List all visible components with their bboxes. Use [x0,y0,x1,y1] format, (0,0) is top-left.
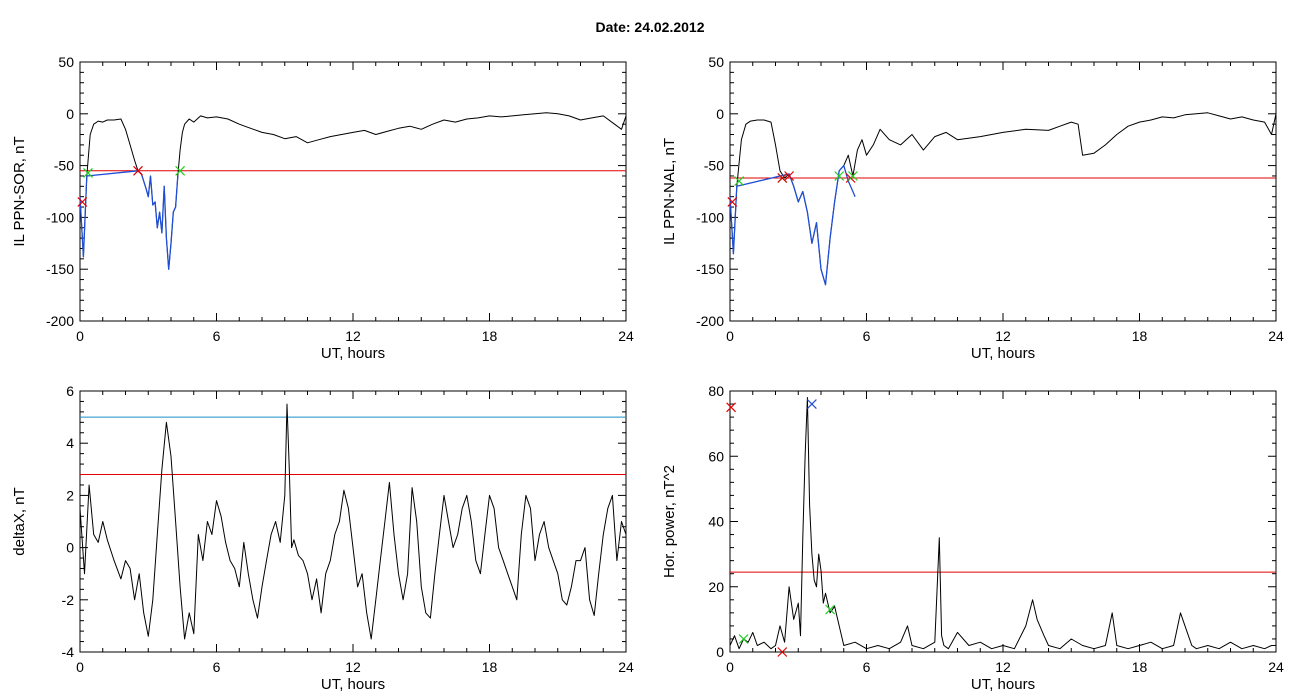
x-tick-label: 24 [1268,659,1284,675]
y-tick-label: -4 [62,644,75,660]
x-tick-label: 24 [618,659,634,675]
event-marker-stroke [834,171,845,181]
event-marker-stroke [738,634,749,644]
event-marker [83,167,93,178]
plot-frame [729,61,1277,322]
event-marker [727,196,738,207]
x-tick-label: 12 [995,328,1011,344]
y-tick-label: 0 [716,644,724,660]
event-marker-stroke [727,196,738,207]
y-tick-label: -2 [62,592,75,608]
x-tick-label: 12 [995,659,1011,675]
x-tick-label: 24 [618,328,634,344]
event-marker-stroke [777,173,788,183]
y-tick-label: 80 [708,383,724,399]
event-marker-stroke [83,167,93,178]
y-tick-label: 20 [708,579,724,595]
x-tick-label: 24 [1268,328,1284,344]
event-marker [847,171,858,181]
series-line-blue [79,170,179,270]
x-axis-label: UT, hours [971,676,1035,693]
event-marker-stroke [777,647,788,657]
x-axis-label: UT, hours [321,345,385,362]
x-tick-label: 0 [76,328,84,344]
y-tick-label: -200 [696,313,724,329]
event-marker [784,171,795,181]
y-tick-label: 6 [66,383,74,399]
event-marker-stroke [133,165,143,176]
event-marker [777,173,788,183]
x-tick-label: 0 [726,328,734,344]
y-tick-label: -200 [46,313,74,329]
event-marker [738,634,749,644]
event-marker [734,176,745,187]
event-marker [726,402,737,413]
series-line-black [79,403,627,640]
y-axis-label: IL PPN-NAL, nT [661,138,678,245]
y-axis-label: Hor. power, nT^2 [661,465,678,578]
y-tick-label: -50 [704,158,724,174]
event-marker-stroke [806,399,817,410]
series-line-black [729,397,1276,650]
event-marker-stroke [847,171,858,181]
event-marker-stroke [726,402,737,413]
event-marker [77,196,88,207]
event-marker [806,399,817,410]
series-line-blue [729,164,856,286]
y-tick-label: -100 [46,209,74,225]
series-line-black [79,112,627,270]
event-marker [133,165,143,176]
x-tick-label: 0 [726,659,734,675]
y-tick-label: 40 [708,514,724,530]
y-tick-label: 60 [708,448,724,464]
panel-nal: 0 6 12 18 24 -200 -150 -100 -50 0 50 UT, hours IL PP… [661,54,1284,362]
event-marker-stroke [175,165,186,176]
event-marker [825,604,836,615]
x-tick-label: 6 [863,659,871,675]
figure-title: Date: 24.02.2012 [595,19,705,35]
series-line-black [729,112,1277,286]
x-tick-label: 12 [345,328,361,344]
y-axis-label: deltaX, nT [11,487,28,555]
y-tick-label: 2 [66,487,74,503]
event-marker-stroke [734,176,745,187]
y-tick-label: 50 [58,54,74,70]
event-marker-stroke [825,604,836,615]
x-tick-label: 18 [1132,328,1148,344]
y-tick-label: -50 [54,158,74,174]
y-tick-label: 0 [66,106,74,122]
x-axis-label: UT, hours [321,676,385,693]
event-marker [175,165,186,176]
y-tick-label: 50 [708,54,724,70]
x-tick-label: 6 [863,328,871,344]
event-marker [777,647,788,657]
panel-power: 0 6 12 18 24 0 20 40 60 80 UT, hours Hor. power, nT… [661,383,1284,693]
y-axis-label: IL PPN-SOR, nT [11,136,28,246]
event-marker [834,171,845,181]
x-tick-label: 6 [213,659,221,675]
y-tick-label: -150 [46,261,74,277]
x-tick-label: 18 [482,659,498,675]
x-tick-label: 18 [482,328,498,344]
x-tick-label: 18 [1132,659,1148,675]
x-tick-label: 12 [345,659,361,675]
y-tick-label: 0 [716,106,724,122]
x-tick-label: 0 [76,659,84,675]
y-tick-label: -150 [696,261,724,277]
x-tick-label: 6 [213,328,221,344]
y-tick-label: -100 [696,209,724,225]
x-axis-label: UT, hours [971,345,1035,362]
y-tick-label: 4 [66,435,74,451]
y-tick-label: 0 [66,540,74,556]
event-marker-stroke [784,171,795,181]
panel-sor: 0 6 12 18 24 -200 -150 -100 -50 0 50 UT, hours IL PP… [11,54,634,362]
plot-frame [79,61,627,322]
plot-frame [729,390,1277,653]
event-marker-stroke [77,196,88,207]
